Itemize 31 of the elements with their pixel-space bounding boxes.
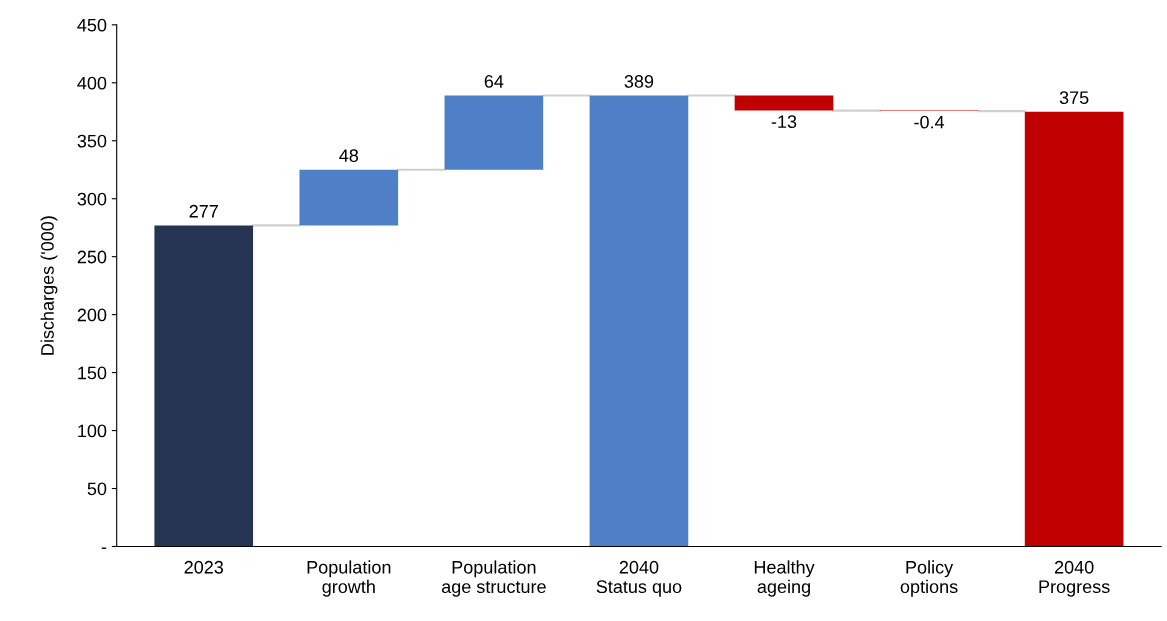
x-tick-label: 2023 xyxy=(184,560,224,574)
x-tick-label: 2040 Progress xyxy=(1039,560,1110,597)
y-tick-label: 200 xyxy=(77,308,107,322)
data-label: 389 xyxy=(624,75,654,88)
bar xyxy=(734,95,834,111)
data-label: -0.4 xyxy=(914,115,945,129)
y-tick-label: 350 xyxy=(77,134,107,148)
y-tick-label: 250 xyxy=(77,250,107,264)
x-tick-label: Healthy ageing xyxy=(754,560,815,597)
x-tick-label: Population growth xyxy=(307,560,391,597)
bar xyxy=(154,225,254,547)
y-tick-label: 50 xyxy=(87,482,107,496)
y-axis-title: Discharges ('000) xyxy=(40,216,58,355)
y-tick-label: 450 xyxy=(77,18,107,32)
x-tick-label: 2040 Status quo xyxy=(596,560,682,597)
bar xyxy=(299,169,399,226)
data-label: 48 xyxy=(339,149,359,162)
bar xyxy=(444,95,544,170)
y-tick-label: 400 xyxy=(77,76,107,90)
bar xyxy=(589,95,689,547)
x-tick-label: Population age structure xyxy=(441,560,546,597)
data-label: 375 xyxy=(1059,91,1089,105)
y-tick-label: - xyxy=(101,547,107,549)
x-tick-label: Policy options xyxy=(900,560,958,597)
y-tick-label: 300 xyxy=(77,192,107,206)
y-tick-label: 100 xyxy=(78,424,107,438)
data-label: -13 xyxy=(771,115,797,129)
data-label: 277 xyxy=(189,204,218,218)
y-tick-label: 150 xyxy=(78,366,107,380)
data-label: 64 xyxy=(484,75,504,88)
bar xyxy=(1024,111,1124,547)
